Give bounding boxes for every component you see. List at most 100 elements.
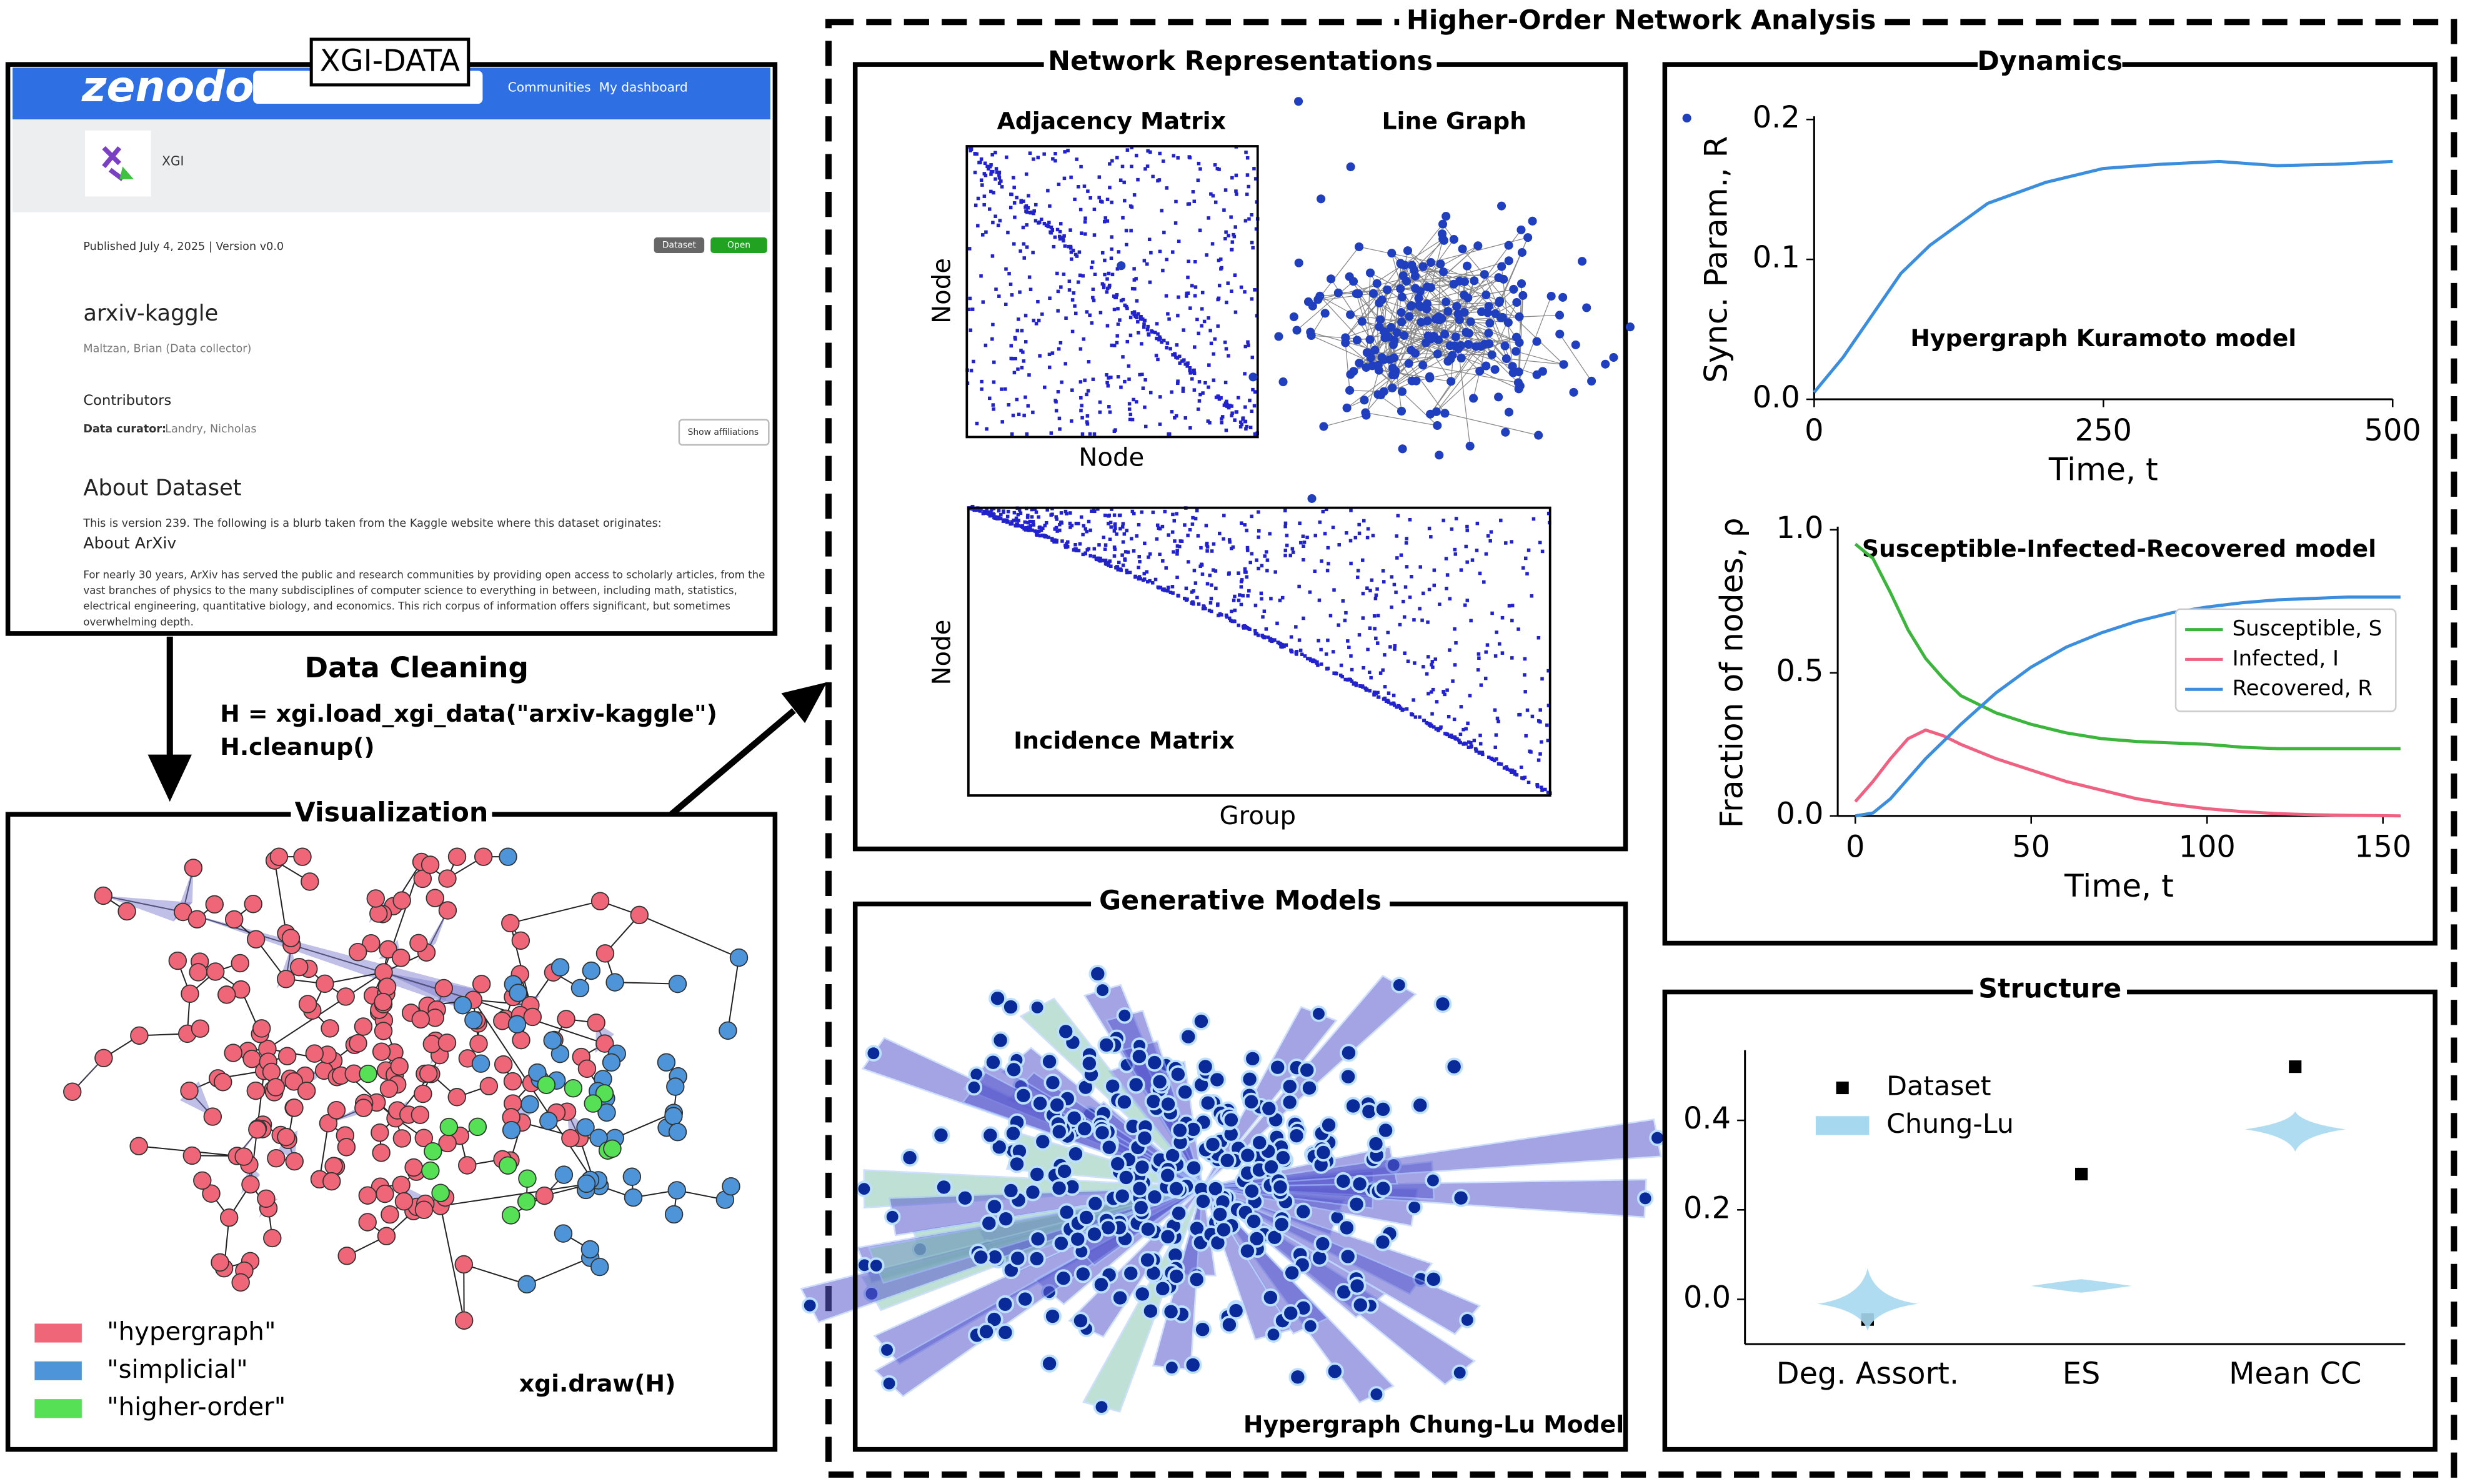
matrix-dot — [1083, 378, 1087, 382]
node — [246, 930, 266, 949]
matrix-dot — [1201, 607, 1205, 610]
matrix-dot — [1142, 259, 1147, 262]
matrix-dot — [1145, 327, 1150, 332]
matrix-dot — [1459, 705, 1463, 709]
matrix-dot — [1230, 289, 1233, 293]
nav-link[interactable]: Communities — [508, 79, 591, 94]
matrix-dot — [1240, 521, 1243, 525]
matrix-dot — [1526, 780, 1531, 785]
matrix-dot — [1273, 638, 1277, 642]
node — [414, 1128, 434, 1147]
matrix-dot — [1132, 278, 1137, 282]
matrix-dot — [1495, 757, 1498, 761]
matrix-dot — [1523, 657, 1527, 661]
node — [1495, 298, 1504, 307]
node — [1440, 409, 1450, 418]
matrix-dot — [1137, 522, 1141, 527]
matrix-dot — [1067, 244, 1071, 249]
node — [1043, 1073, 1062, 1092]
matrix-dot — [1078, 273, 1082, 277]
matrix-dot — [1109, 564, 1113, 569]
node — [1450, 341, 1460, 351]
node — [1313, 1235, 1332, 1253]
node — [1065, 1108, 1083, 1127]
matrix-dot — [1090, 266, 1093, 270]
curator-name[interactable]: Landry, Nicholas — [165, 423, 256, 436]
matrix-dot — [1190, 284, 1194, 287]
matrix-dot — [1055, 227, 1060, 232]
matrix-dot — [1054, 409, 1058, 413]
nav-link[interactable]: My dashboard — [599, 79, 688, 94]
matrix-dot — [968, 296, 972, 301]
matrix-dot — [1069, 250, 1073, 254]
matrix-dot — [1003, 302, 1008, 307]
node — [1341, 333, 1350, 342]
node — [719, 1021, 737, 1040]
matrix-dot — [1123, 379, 1127, 384]
legend-swatch — [34, 1399, 82, 1418]
matrix-dot — [1032, 523, 1035, 527]
edge — [1415, 276, 1448, 312]
node — [1498, 312, 1507, 322]
matrix-dot — [1028, 524, 1032, 528]
node — [1345, 386, 1355, 395]
matrix-dot — [1325, 569, 1330, 573]
button-label[interactable]: Show affiliations — [688, 427, 759, 437]
matrix-dot — [1133, 575, 1137, 579]
matrix-dot — [1492, 759, 1496, 762]
node — [431, 1183, 450, 1202]
matrix-dot — [1376, 695, 1380, 699]
matrix-dot — [1211, 194, 1215, 198]
edge — [1345, 264, 1402, 338]
node — [1243, 1049, 1262, 1068]
node — [211, 1253, 229, 1272]
matrix-dot — [1422, 719, 1427, 722]
matrix-dot — [1247, 184, 1251, 189]
matrix-dot — [1479, 683, 1483, 687]
matrix-dot — [1158, 151, 1162, 156]
node — [413, 869, 432, 889]
matrix-dot — [1373, 627, 1377, 630]
matrix-dot — [1230, 176, 1234, 180]
matrix-dot — [1138, 559, 1142, 564]
matrix-dot — [1192, 370, 1196, 374]
matrix-dot — [1073, 542, 1077, 547]
matrix-dot — [1540, 788, 1544, 792]
matrix-dot — [1042, 221, 1047, 226]
node — [241, 1175, 260, 1194]
edge — [1408, 346, 1477, 364]
matrix-dot — [1142, 577, 1147, 581]
edge — [1365, 412, 1438, 426]
matrix-dot — [1142, 572, 1147, 575]
matrix-dot — [1469, 740, 1473, 745]
matrix-dot — [989, 189, 993, 194]
matrix-dot — [1107, 405, 1111, 409]
matrix-dot — [1127, 364, 1131, 368]
matrix-dot — [1265, 569, 1269, 573]
matrix-dot — [1003, 387, 1007, 391]
button[interactable] — [678, 419, 770, 446]
node — [453, 996, 472, 1015]
node — [1440, 329, 1450, 339]
edge — [267, 972, 384, 1050]
node — [956, 1188, 974, 1207]
node — [517, 1275, 536, 1294]
matrix-dot — [1023, 340, 1028, 344]
matrix-dot — [1022, 414, 1026, 417]
matrix-dot — [973, 152, 977, 156]
node — [1415, 287, 1425, 296]
matrix-dot — [1254, 227, 1258, 231]
matrix-dot — [1175, 343, 1179, 347]
node — [1485, 319, 1495, 328]
creator[interactable]: Maltzan, Brian (Data collector) — [83, 343, 251, 356]
matrix-dot — [1162, 339, 1166, 342]
node — [1314, 1143, 1333, 1162]
matrix-dot — [1206, 419, 1210, 423]
edge — [463, 1263, 527, 1285]
matrix-dot — [1237, 623, 1241, 627]
node — [1480, 270, 1489, 279]
matrix-dot — [1037, 529, 1041, 534]
matrix-dot — [1125, 570, 1129, 575]
community-name[interactable]: XGI — [162, 154, 184, 169]
node — [935, 1178, 953, 1197]
